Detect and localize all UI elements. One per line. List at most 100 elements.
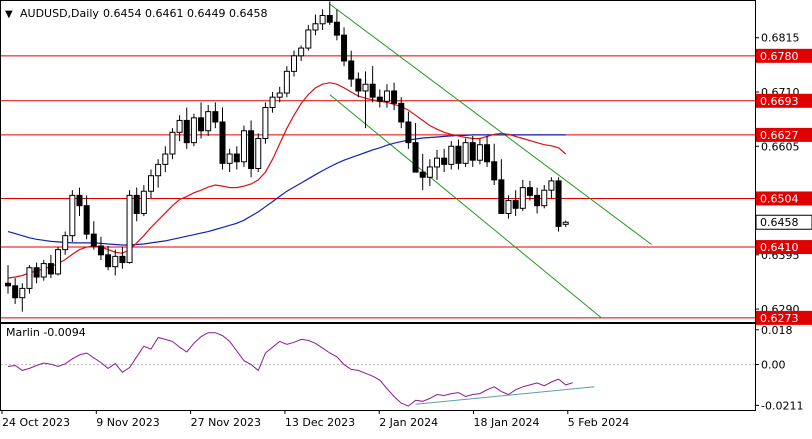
chart-symbol: AUDUSD,Daily <box>20 7 99 20</box>
x-tick-label: 5 Feb 2024 <box>568 416 629 429</box>
x-tick-label: 13 Dec 2023 <box>285 416 355 429</box>
osc-y-tick-label: -0.0211 <box>761 399 803 412</box>
candle-body <box>498 179 505 214</box>
candle-body <box>326 15 333 23</box>
candle-body <box>69 194 76 237</box>
candle-body <box>469 142 476 161</box>
x-tick-label: 2 Jan 2024 <box>379 416 438 429</box>
candle-body <box>176 119 183 133</box>
level-price-tag <box>756 93 812 108</box>
candle-body <box>47 263 54 275</box>
candle-body <box>484 144 491 163</box>
oscillator-panel <box>1 332 755 407</box>
candle-body <box>26 267 33 289</box>
channel-lines <box>329 3 652 319</box>
oscillator-line <box>7 332 574 407</box>
level-price-tag <box>756 127 812 142</box>
candle-body <box>462 142 469 164</box>
candle-body <box>333 21 340 36</box>
candle-body <box>226 153 233 164</box>
candle-body <box>112 255 119 268</box>
oscillator-trend-line <box>415 386 595 405</box>
candle-body <box>405 121 412 144</box>
candle-body <box>140 190 147 214</box>
candle-body <box>276 92 283 98</box>
candle-body <box>362 83 369 92</box>
candle-body <box>291 55 297 72</box>
candle-body <box>562 221 569 225</box>
candle-body <box>76 194 83 207</box>
level-price-label: 0.6780 <box>760 50 799 63</box>
current-price-tag <box>755 214 812 230</box>
candle-body <box>62 235 69 251</box>
candle-body <box>190 117 197 144</box>
x-tick-label: 9 Nov 2023 <box>96 416 159 429</box>
channel-line <box>329 3 652 245</box>
candle-body <box>155 163 162 177</box>
osc-y-tick-label: 0.00 <box>761 359 786 372</box>
candle-body <box>376 96 383 102</box>
level-price-tag <box>756 310 812 325</box>
candle-body <box>198 117 205 132</box>
candle-body <box>55 249 62 275</box>
current-price-label: 0.6458 <box>760 216 799 229</box>
price-panel <box>0 0 756 323</box>
candle-body <box>448 145 455 165</box>
symbol-triangle-icon[interactable]: ▼ <box>5 9 13 20</box>
candle-body <box>312 23 319 31</box>
candle-body <box>169 131 176 155</box>
candle-body <box>441 157 448 165</box>
candle-body <box>319 15 326 25</box>
candle-body <box>19 287 26 299</box>
level-price-label: 0.6693 <box>760 95 799 108</box>
chart-frame <box>0 0 756 411</box>
candle-body <box>105 254 112 268</box>
candle-body <box>534 194 541 207</box>
axes: 0.68150.67100.66050.65000.63950.62900.67… <box>1 32 812 429</box>
y-tick-label: 0.6605 <box>761 140 800 153</box>
candle-body <box>262 107 269 140</box>
candle-body <box>548 180 555 191</box>
candle-body <box>126 194 133 264</box>
level-price-label: 0.6410 <box>760 241 799 254</box>
candle-body <box>5 282 11 287</box>
candle-body <box>119 255 126 264</box>
candle-body <box>40 263 47 278</box>
x-tick-label: 27 Nov 2023 <box>191 416 261 429</box>
candle-body <box>205 111 212 132</box>
candle-body <box>434 157 440 168</box>
level-price-label: 0.6627 <box>760 129 799 142</box>
candle-body <box>512 200 519 209</box>
candle-body <box>455 145 462 164</box>
oscillator-label: Marlin -0.0094 <box>6 326 86 339</box>
candle-body <box>426 166 433 178</box>
candle-body <box>233 153 240 163</box>
candle-body <box>555 180 562 227</box>
candle-body <box>133 194 140 214</box>
level-price-tag <box>756 240 812 255</box>
candle-body <box>162 153 169 165</box>
candle-body <box>348 60 355 80</box>
x-tick-label: 24 Oct 2023 <box>2 416 70 429</box>
osc-y-tick-label: 0.018 <box>761 324 793 337</box>
candle-body <box>298 47 305 57</box>
level-price-tag <box>756 191 812 206</box>
candle-body <box>83 205 90 235</box>
candle-body <box>412 142 419 173</box>
candle-body <box>240 130 247 163</box>
candle-body <box>305 29 312 49</box>
candle-body <box>148 175 154 192</box>
candle-body <box>541 189 548 207</box>
y-tick-label: 0.6815 <box>761 32 800 45</box>
candle-body <box>526 187 533 196</box>
candle-body <box>90 233 97 247</box>
candle-body <box>33 267 40 278</box>
candle-body <box>341 34 348 62</box>
candle-body <box>248 130 255 169</box>
oscillator-panel-frame <box>0 323 756 411</box>
candle-body <box>398 102 405 123</box>
candle-body <box>283 70 290 94</box>
candle-body <box>505 200 512 214</box>
candle-body <box>269 96 276 109</box>
